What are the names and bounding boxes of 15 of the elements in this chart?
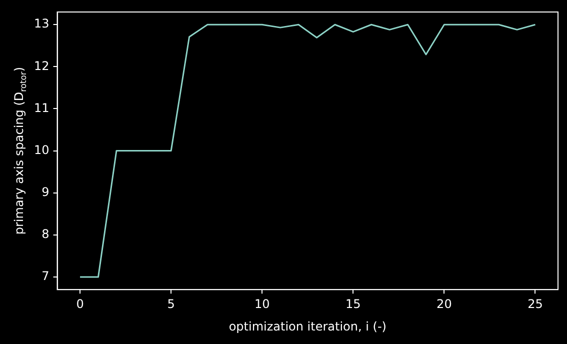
y-tick-label: 9 [42, 184, 50, 199]
y-tick-label: 10 [34, 142, 50, 157]
y-tick-label: 11 [34, 100, 50, 115]
x-tick-label: 15 [346, 296, 361, 311]
x-tick-label: 10 [254, 296, 270, 311]
y-axis-title: primary axis spacing (Drotor) [12, 66, 28, 235]
x-tick-label: 20 [436, 296, 452, 311]
y-tick-label: 12 [34, 58, 50, 73]
x-axis-title: optimization iteration, i (-) [228, 320, 386, 334]
x-tick-label: 5 [167, 296, 175, 311]
x-tick-label: 25 [528, 296, 543, 311]
y-tick-label: 8 [42, 227, 50, 242]
y-tick-label: 13 [34, 16, 50, 31]
x-tick-label: 0 [76, 296, 84, 311]
y-tick-label: 7 [42, 269, 50, 284]
